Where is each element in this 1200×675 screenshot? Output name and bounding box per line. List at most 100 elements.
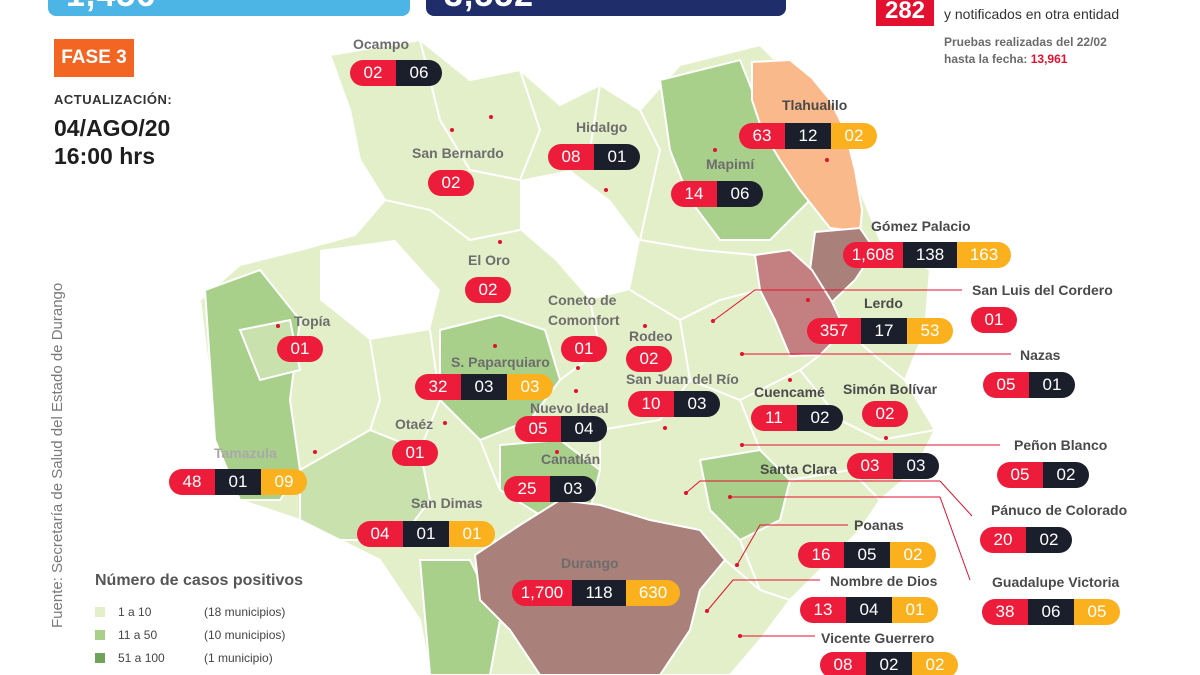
positive-count: 01 [971,307,1017,333]
recovered-total-value: 3,552 [444,0,534,15]
municipality-name-guadalupe-victoria: Guadalupe Victoria [992,574,1120,590]
municipality-name-poanas: Poanas [854,517,904,533]
tests-text: Pruebas realizadas del 22/02 [944,35,1107,49]
municipality-name-durango: Durango [561,555,619,571]
deaths-count: 03 [550,476,596,502]
recovered-count: 02 [831,123,877,149]
deaths-count: 03 [461,374,507,400]
positive-count: 05 [983,372,1029,398]
deaths-count: 04 [561,416,607,442]
case-pill-nombre-de-dios: 13 04 01 [800,597,938,623]
deaths-count: 05 [844,542,890,568]
municipality-name-cuencame: Cuencamé [754,384,825,400]
case-pill-otaez: 01 [392,440,438,466]
municipality-name-hidalgo: Hidalgo [576,119,628,135]
deaths-count: 01 [1029,372,1075,398]
positive-count: 01 [561,336,607,362]
recovered-count: 05 [1074,599,1120,625]
positive-count: 01 [277,336,323,362]
recovered-count: 09 [261,469,307,495]
municipality-name-santa-clara: Santa Clara [760,461,838,477]
recovered-count: 03 [507,374,553,400]
case-pill-guadalupe-victoria: 38 06 05 [982,599,1120,625]
case-pill-poanas: 16 05 02 [798,542,936,568]
positive-count: 1,608 [843,242,903,268]
municipality-name-lerdo: Lerdo [864,295,903,311]
case-pill-cuencame: 11 02 [751,405,843,431]
municipality-name-nombre-de-dios: Nombre de Dios [830,573,938,589]
positive-count: 05 [997,462,1043,488]
case-pill-panuco-de-colorado: 20 02 [980,527,1072,553]
case-pill-vicente-guerrero: 08 02 02 [820,652,958,675]
tamazula-inner [238,318,302,382]
municipality-name-nuevo-ideal: Nuevo Ideal [530,400,609,416]
positive-count: 48 [169,469,215,495]
confirmed-total-value: 1,456 [66,0,156,15]
municipality-name-simon-bolivar: Simón Bolívar [843,381,938,397]
positive-count: 38 [982,599,1028,625]
legend-range: 51 a 100 [118,651,165,665]
recovered-count: 02 [912,652,958,675]
recovered-count: 53 [907,318,953,344]
municipality-name-ocampo: Ocampo [353,36,410,52]
recovered-count: 01 [449,521,495,547]
positive-count: 20 [980,527,1026,553]
positive-count: 02 [465,277,511,303]
municipality-name-tamazula: Tamazula [214,445,277,461]
confirmed-total-bar: 1,456 [48,0,410,16]
municipality-name-rodeo: Rodeo [629,328,673,344]
positive-count: 02 [862,401,908,427]
recovered-count: 630 [626,580,680,606]
tests-value: 13,961 [1030,52,1068,66]
deaths-count: 01 [215,469,261,495]
legend-row: 1 a 10 (18 municipios) [95,605,285,619]
case-pill-santa-clara: 03 03 [847,453,939,479]
legend-range: 11 a 50 [118,628,158,642]
municipality-name-topia: Topía [294,313,331,329]
municipality-name-panuco-de-colorado: Pánuco de Colorado [991,502,1128,518]
case-pill-san-juan-del-rio: 10 03 [628,391,720,417]
source-note: Fuente: Secretaría de Salud del Estado d… [49,282,66,628]
case-pill-el-oro: 02 [465,277,511,303]
other-state-text: y notificados en otra entidad [944,6,1120,22]
municipality-name-gomez-palacio: Gómez Palacio [871,218,971,234]
update-label: ACTUALIZACIÓN: [54,92,173,107]
municipality-name-san-bernardo: San Bernardo [412,145,504,161]
case-pill-ocampo: 02 06 [350,60,442,86]
municipality-name-s-paparquiaro: S. Paparquiaro [451,354,550,370]
legend-swatch [95,607,105,617]
tamazula-shape [203,268,302,501]
positive-count: 1,700 [512,580,572,606]
deaths-count: 06 [1028,599,1074,625]
positive-count: 02 [626,346,672,372]
recovered-count: 163 [957,242,1011,268]
case-pill-san-dimas: 04 01 01 [357,521,495,547]
positive-count: 63 [739,123,785,149]
deaths-count: 02 [797,405,843,431]
case-pill-tlahualilo: 63 12 02 [739,123,877,149]
legend-range: 1 a 10 [118,605,152,619]
case-pill-san-luis-del-cordero: 01 [971,307,1017,333]
case-pill-topia: 01 [277,336,323,362]
positive-count: 04 [357,521,403,547]
positive-count: 01 [392,440,438,466]
deaths-count: 01 [403,521,449,547]
case-pill-hidalgo: 08 01 [548,144,640,170]
positive-count: 10 [628,391,674,417]
case-pill-rodeo: 02 [626,346,672,372]
legend-row: 11 a 50 (10 municipios) [95,628,285,642]
update-time: 16:00 hrs [54,143,156,169]
positive-count: 03 [847,453,893,479]
legend-count: (1 municipio) [204,651,273,665]
case-pill-nuevo-ideal: 05 04 [515,416,607,442]
case-pill-durango: 1,700 118 630 [512,580,680,606]
municipality-name-nazas: Nazas [1020,347,1061,363]
positive-count: 25 [504,476,550,502]
case-pill-tamazula: 48 01 09 [169,469,307,495]
municipality-name-coneto-de: Coneto de [548,292,617,308]
deaths-count: 02 [1026,527,1072,553]
deaths-count: 03 [893,453,939,479]
municipality-name-el-oro: El Oro [468,252,511,268]
case-pill-nazas: 05 01 [983,372,1075,398]
case-pill-lerdo: 357 17 53 [807,318,953,344]
